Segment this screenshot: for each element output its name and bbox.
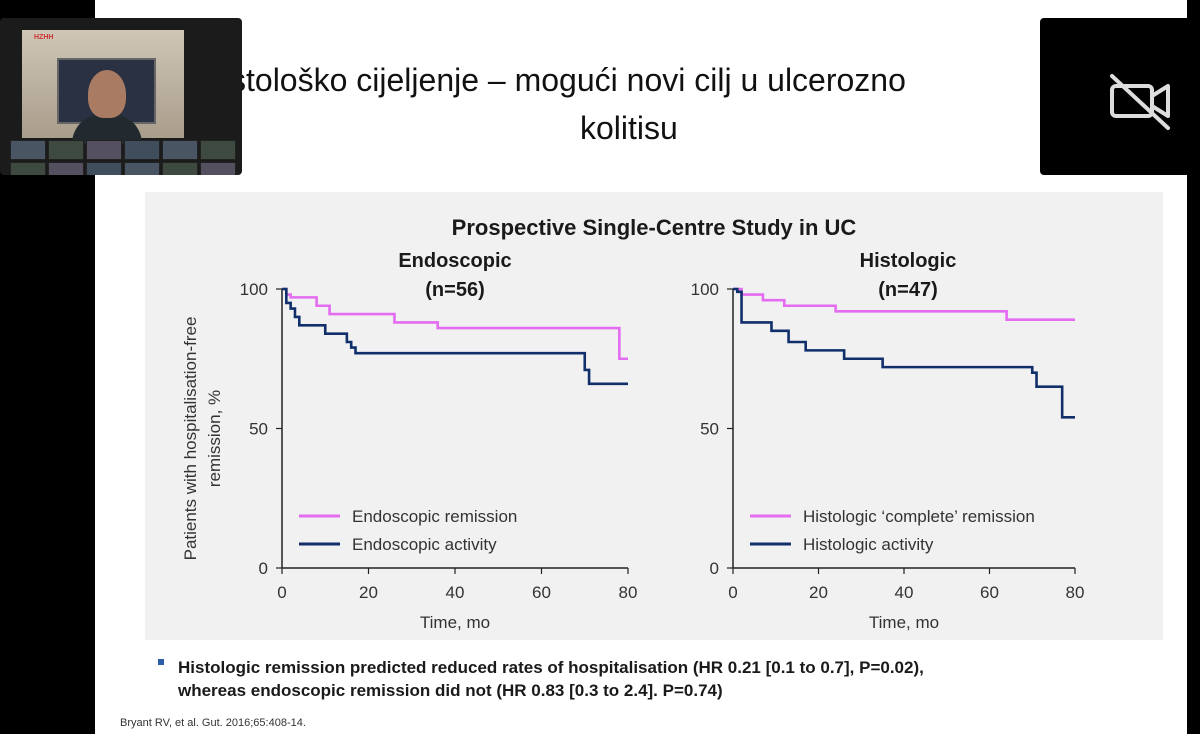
participant-thumbnail[interactable] [162, 140, 198, 160]
y-tick-label: 0 [259, 559, 268, 578]
x-tick-label: 40 [446, 583, 465, 602]
x-tick-label: 20 [809, 583, 828, 602]
y-tick-label: 100 [691, 280, 719, 299]
citation: Bryant RV, et al. Gut. 2016;65:408-14. [120, 717, 306, 729]
series-line-activity [733, 287, 1075, 419]
y-tick-label: 50 [700, 420, 719, 439]
y-tick-label: 50 [249, 420, 268, 439]
x-tick-label: 80 [1066, 583, 1085, 602]
legend-label: Histologic activity [803, 535, 934, 554]
series-line-remission [282, 287, 628, 361]
speaker-video: HZHH [22, 30, 184, 144]
participant-thumbnail[interactable] [86, 162, 122, 175]
x-axis-label: Time, mo [869, 613, 939, 632]
self-view-tile[interactable] [1040, 18, 1200, 175]
panel-subtitle: (n=47) [878, 279, 937, 301]
speaker-head [88, 70, 126, 118]
participant-thumbnail[interactable] [124, 140, 160, 160]
x-tick-label: 40 [895, 583, 914, 602]
legend-label: Endoscopic remission [352, 507, 517, 526]
x-tick-label: 0 [277, 583, 286, 602]
participant-thumbnail[interactable] [48, 162, 84, 175]
participant-thumbnail[interactable] [124, 162, 160, 175]
participant-thumbnail[interactable] [10, 140, 46, 160]
panel-title: Endoscopic [398, 250, 511, 272]
bullet-marker [158, 659, 164, 665]
chart-suptitle: Prospective Single-Centre Study in UC [452, 215, 857, 240]
x-tick-label: 60 [980, 583, 999, 602]
x-tick-label: 20 [359, 583, 378, 602]
legend-label: Endoscopic activity [352, 535, 497, 554]
slide-title-line2: kolitisu [580, 110, 678, 146]
chart-panel: Prospective Single-Centre Study in UC End… [145, 192, 1163, 640]
bullet-text-line1: Histologic remission predicted reduced r… [178, 658, 924, 677]
participant-thumbnail[interactable] [86, 140, 122, 160]
participant-thumbnail[interactable] [162, 162, 198, 175]
participant-thumbnail[interactable] [200, 162, 236, 175]
participant-thumbnails[interactable] [10, 140, 236, 175]
participant-thumbnail[interactable] [48, 140, 84, 160]
y-tick-label: 100 [240, 280, 268, 299]
series-line-activity [282, 287, 628, 386]
participant-video-tile[interactable]: HZHH [0, 18, 242, 175]
x-tick-label: 80 [619, 583, 638, 602]
x-tick-label: 60 [532, 583, 551, 602]
panel-subtitle: (n=56) [425, 279, 484, 301]
slide-title-line1: stološko cijeljenje – mogući novi cilj u… [230, 62, 906, 98]
participant-thumbnail[interactable] [10, 162, 46, 175]
panel-title: Histologic [860, 250, 957, 272]
legend-label: Histologic ‘complete’ remission [803, 507, 1035, 526]
bullet-text-line2: whereas endoscopic remission did not (HR… [178, 681, 723, 700]
camera-off-icon[interactable] [1108, 66, 1178, 136]
y-axis-label: Patients with hospitalisation-free remiss… [181, 317, 224, 561]
charts-svg: Prospective Single-Centre Study in UC End… [181, 215, 1085, 632]
video-logo: HZHH [34, 34, 54, 41]
participant-thumbnail[interactable] [200, 140, 236, 160]
x-axis-label: Time, mo [420, 613, 490, 632]
x-tick-label: 0 [728, 583, 737, 602]
y-tick-label: 0 [710, 559, 719, 578]
